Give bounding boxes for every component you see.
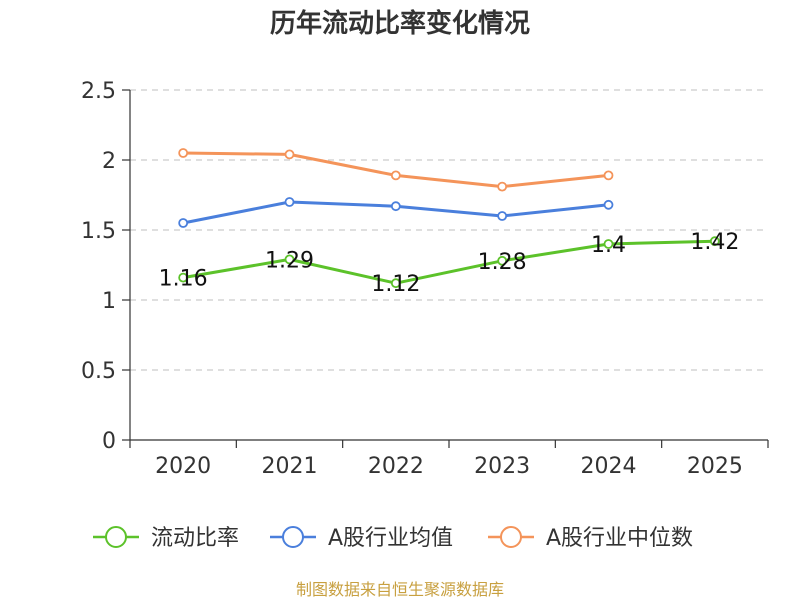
data-label: 1.28 xyxy=(478,250,527,275)
data-point xyxy=(603,199,614,210)
legend-label: A股行业中位数 xyxy=(546,526,693,551)
chart-title: 历年流动比率变化情况 xyxy=(270,8,530,39)
series-line xyxy=(183,151,609,189)
x-tick-label: 2020 xyxy=(155,454,211,479)
legend-marker xyxy=(282,526,304,548)
series-line xyxy=(182,239,715,285)
series-group xyxy=(178,148,720,289)
data-point xyxy=(497,181,508,192)
data-label: 1.4 xyxy=(591,233,626,258)
x-tick-label: 2023 xyxy=(474,454,530,479)
legend-marker xyxy=(500,526,522,548)
data-point xyxy=(497,255,508,266)
y-tick-label: 0.5 xyxy=(81,359,116,384)
data-point xyxy=(497,211,508,221)
x-tick-label: 2024 xyxy=(581,454,637,479)
legend: 流动比率 A股行业均值 A股行业中位数 xyxy=(93,526,693,551)
y-tick-label: 2.5 xyxy=(81,79,116,104)
data-point xyxy=(178,148,189,158)
x-tick-label: 2025 xyxy=(687,454,743,479)
data-point xyxy=(284,254,295,265)
data-point xyxy=(603,170,614,181)
data-point xyxy=(390,170,401,181)
data-label: 1.29 xyxy=(265,248,314,273)
y-tick-label: 1.5 xyxy=(81,219,116,244)
source-note: 制图数据来自恒生聚源数据库 xyxy=(296,580,504,599)
x-tick-label: 2021 xyxy=(262,454,318,479)
data-label: 1.12 xyxy=(371,272,420,297)
legend-label: A股行业均值 xyxy=(328,526,453,551)
data-point xyxy=(603,239,614,249)
legend-label: 流动比率 xyxy=(151,526,239,551)
data-point xyxy=(284,149,295,160)
data-labels: 1.16 1.29 1.12 1.28 1.4 1.42 xyxy=(159,230,740,297)
grid xyxy=(130,89,768,371)
y-tick-label: 0 xyxy=(102,429,116,454)
data-point xyxy=(390,278,401,289)
data-label: 1.42 xyxy=(690,230,739,255)
data-point xyxy=(709,236,720,247)
y-tick-label: 1 xyxy=(102,289,116,314)
data-point xyxy=(178,218,189,228)
legend-marker xyxy=(105,526,127,548)
x-tick-label: 2022 xyxy=(368,454,424,479)
data-label: 1.16 xyxy=(159,267,208,292)
data-point xyxy=(390,201,401,212)
y-tick-label: 2 xyxy=(102,149,116,174)
axes: 0 0.5 1 1.5 2 2.5 2020 2021 2022 2023 2024 2025 xyxy=(81,79,769,479)
data-point xyxy=(178,272,189,283)
data-point xyxy=(284,197,295,207)
